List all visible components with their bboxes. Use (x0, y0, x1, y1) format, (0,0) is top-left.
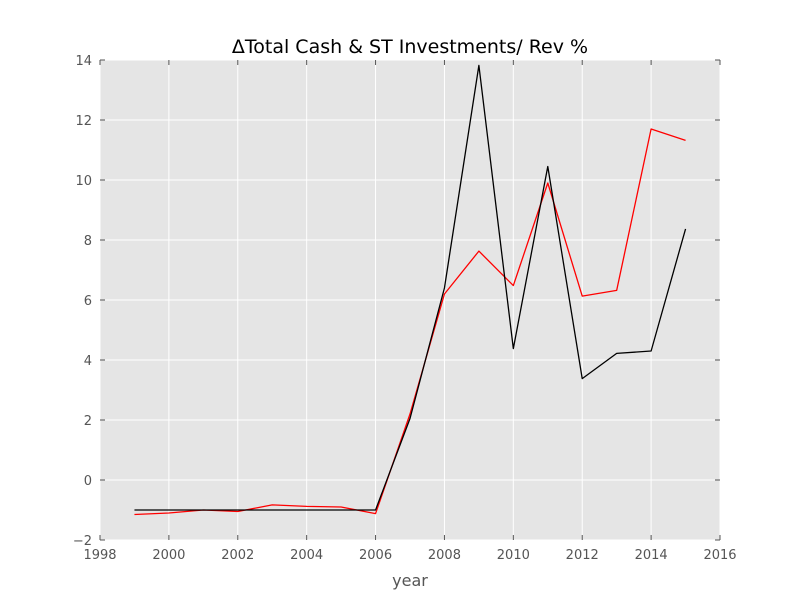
y-tick-label: 4 (84, 354, 92, 369)
x-tick-label: 2008 (428, 548, 461, 563)
x-tick-label: 2004 (290, 548, 323, 563)
x-tick-label: 2000 (152, 548, 185, 563)
y-tick-label: 8 (84, 234, 92, 249)
grid-lines (99, 59, 721, 541)
y-tick-label: 12 (75, 114, 92, 129)
chart-title: ΔTotal Cash & ST Investments/ Rev % (232, 36, 588, 58)
x-tick-label: 2012 (566, 548, 599, 563)
axis-ticks (99, 59, 721, 541)
y-tick-label: 10 (75, 174, 92, 189)
x-tick-label: 1998 (83, 548, 116, 563)
x-axis-title: year (392, 571, 428, 590)
series-line-2 (134, 64, 687, 511)
y-tick-label: 14 (75, 54, 92, 69)
x-tick-label: 2006 (359, 548, 392, 563)
x-tick-label: 2002 (221, 548, 254, 563)
y-tick-label: 2 (84, 414, 92, 429)
x-tick-label: 2010 (497, 548, 530, 563)
x-tick-label: 2016 (703, 548, 736, 563)
x-tick-label: 2014 (635, 548, 668, 563)
series-line-1 (134, 128, 686, 516)
y-tick-label: 0 (84, 474, 92, 489)
y-tick-label: 6 (84, 294, 92, 309)
tick-labels: 1998 2000 2002 2004 2006 2008 2010 2012 2014 2016… (73, 54, 737, 563)
series-lines (134, 64, 687, 516)
y-tick-label: −2 (73, 534, 92, 549)
